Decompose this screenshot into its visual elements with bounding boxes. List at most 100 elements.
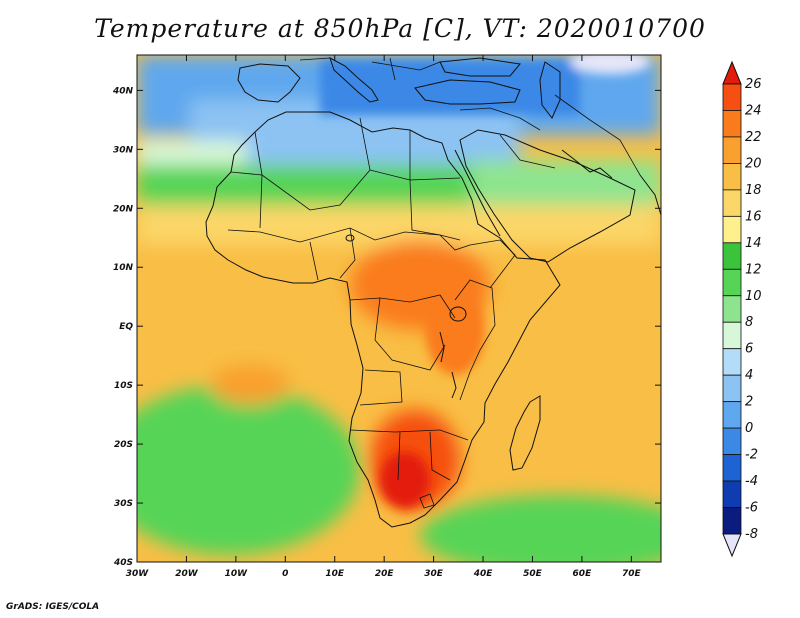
colorbar-segment <box>722 401 742 429</box>
border-nigeria-chad <box>309 227 356 281</box>
colorbar-segment <box>722 242 742 270</box>
coastlines <box>205 56 661 528</box>
lat-tick-label: 30S <box>114 499 133 509</box>
colorbar-segment <box>722 215 742 244</box>
lon-tick-label: 10W <box>225 569 249 579</box>
grads-credit: GrADS: IGES/COLA <box>6 602 100 612</box>
lon-tick-label: 30W <box>126 569 150 579</box>
border-east-africa <box>454 279 496 401</box>
colorbar-label: 20 <box>745 156 762 171</box>
colorbar-label: 6 <box>745 342 753 357</box>
colorbar-segment <box>722 268 742 297</box>
colorbar-segment <box>722 480 742 508</box>
africa-coastline <box>205 111 561 528</box>
border-europe <box>299 57 441 81</box>
lat-tick-label: 10S <box>114 381 133 391</box>
lon-tick-label: 60E <box>573 569 593 579</box>
lat-tick-label: 10N <box>113 263 134 273</box>
lat-tick-label: 40N <box>112 86 134 96</box>
colorbar-label: 10 <box>745 289 762 304</box>
field-east-africa-warm <box>425 285 485 375</box>
border-sahel <box>227 227 461 243</box>
madagascar-coastline <box>509 395 541 471</box>
lon-tick-label: 30E <box>424 569 444 579</box>
colorbar-label: 0 <box>745 421 753 436</box>
colorbar-label: 4 <box>745 368 753 383</box>
lon-tick-label: 20E <box>375 569 395 579</box>
persian-gulf <box>561 149 613 179</box>
lon-tick-label: 50E <box>523 569 543 579</box>
colorbar-segment <box>722 136 742 164</box>
lon-tick-label: 40E <box>473 569 494 579</box>
colorbar-label: 12 <box>745 262 762 277</box>
colorbar-label: 8 <box>745 315 753 330</box>
map-title: Temperature at 850hPa [C], VT: 202001070… <box>94 14 706 43</box>
border-middle-east <box>459 107 556 169</box>
longitude-axis: 30W 20W 10W 0 10E 20E 30E 40E 50E 60E 70E <box>126 55 642 579</box>
colorbar-label: 16 <box>745 209 762 224</box>
country-borders <box>227 57 641 509</box>
colorbar-label: -6 <box>745 501 758 516</box>
caspian-coast <box>539 61 561 119</box>
colorbar-segment <box>722 110 742 138</box>
lat-tick-label: 20S <box>114 440 133 450</box>
lon-tick-label: 10E <box>325 569 345 579</box>
plot-frame <box>136 54 662 563</box>
field-south-atlantic <box>137 385 360 555</box>
lon-tick-label: 20W <box>175 569 199 579</box>
colorbar-segment <box>722 507 742 535</box>
border-angola <box>359 369 403 406</box>
map-plot-area <box>137 55 661 562</box>
border-congo <box>349 294 456 319</box>
border-drc <box>374 297 446 371</box>
colorbar-segment <box>722 454 742 482</box>
field-cold-northeast <box>570 55 650 74</box>
colorbar-label: -8 <box>745 527 758 542</box>
lat-tick-label: 40S <box>113 558 133 568</box>
black-sea-coast <box>439 57 521 77</box>
colorbar-label: 14 <box>745 236 762 251</box>
lat-tick-label: 30N <box>113 145 134 155</box>
colorbar-segment <box>722 321 742 350</box>
lake-malawi <box>451 371 457 399</box>
colorbar-segment <box>722 163 742 191</box>
border-lesotho <box>419 493 435 509</box>
lon-tick-label: 0 <box>282 569 288 579</box>
field-mediterranean <box>320 60 580 115</box>
colorbar-cap-bottom <box>722 533 742 558</box>
lake-victoria <box>449 306 467 322</box>
italy-coastline <box>329 56 379 103</box>
border-mauritania <box>230 171 263 229</box>
border-ethiopia <box>469 239 516 289</box>
lakes <box>345 234 467 399</box>
colorbar-segment <box>722 83 742 111</box>
field-ocean-warm-patch <box>210 365 290 405</box>
colorbar-label: -4 <box>745 474 758 489</box>
turkey-coastline <box>414 79 521 105</box>
colorbar-segment <box>722 427 742 455</box>
colorbar-label: 26 <box>745 77 762 92</box>
lake-tanganyika <box>439 331 445 363</box>
red-sea-shore <box>454 149 501 237</box>
lake-chad <box>345 234 355 242</box>
lat-tick-label: 20N <box>113 204 134 214</box>
colorbar-cap-top <box>722 60 742 85</box>
border-iran <box>554 94 641 176</box>
border-algeria <box>254 117 371 211</box>
arabia-coastline <box>459 129 636 263</box>
colorbar-label: 22 <box>745 130 762 145</box>
colorbar-segment <box>722 348 742 376</box>
colorbar-segment <box>722 374 742 403</box>
colorbar-segment <box>722 189 742 217</box>
lon-tick-label: 70E <box>622 569 642 579</box>
colorbar-segment <box>722 295 742 323</box>
colorbar-label: -2 <box>745 448 758 463</box>
latitude-axis: 40N 30N 20N 10N EQ 10S 20S 30S 40S <box>112 86 661 568</box>
colorbar-label: 24 <box>745 103 762 118</box>
border-sudan <box>409 179 471 251</box>
lat-tick-label: EQ <box>119 322 133 332</box>
border-southern <box>349 429 469 481</box>
colorbar-label: 2 <box>745 395 753 410</box>
